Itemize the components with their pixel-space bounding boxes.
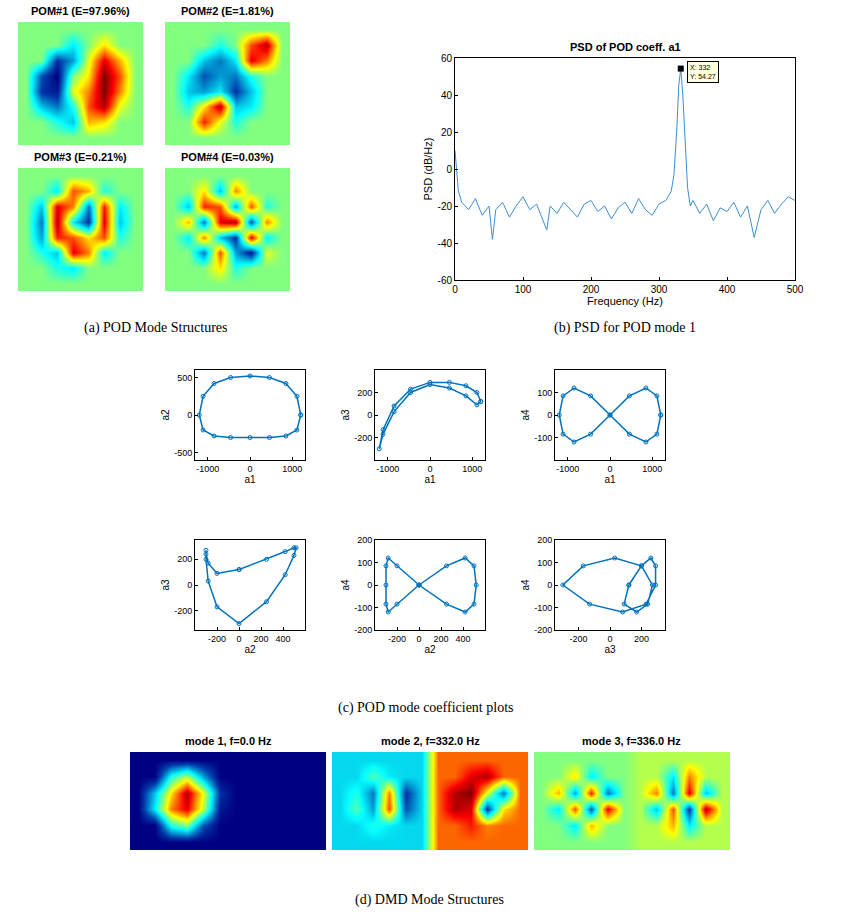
svg-text:-200: -200 [570,634,588,644]
svg-text:POM#4 (E=0.03%): POM#4 (E=0.03%) [181,151,274,163]
svg-text:100: 100 [537,388,552,398]
svg-text:400: 400 [275,634,290,644]
svg-text:1000: 1000 [462,464,482,474]
svg-text:1000: 1000 [282,464,302,474]
svg-text:a3: a3 [340,409,351,421]
svg-text:200: 200 [357,388,372,398]
svg-text:200: 200 [634,634,649,644]
svg-text:mode 2, f=332.0 Hz: mode 2, f=332.0 Hz [381,735,480,747]
svg-text:Frequency (Hz): Frequency (Hz) [587,295,663,307]
svg-text:-200: -200 [354,433,372,443]
svg-text:0: 0 [187,410,192,420]
svg-text:200: 200 [537,535,552,545]
svg-text:a2: a2 [424,644,436,655]
svg-text:(c) POD mode coefficient plots: (c) POD mode coefficient plots [338,700,513,716]
svg-text:200: 200 [357,535,372,545]
svg-text:0: 0 [367,580,372,590]
svg-text:200: 200 [433,634,448,644]
svg-text:-500: -500 [174,448,192,458]
svg-text:mode 1, f=0.0 Hz: mode 1, f=0.0 Hz [185,735,272,747]
svg-text:a1: a1 [604,474,616,485]
svg-text:-1000: -1000 [556,464,579,474]
svg-text:-200: -200 [174,606,192,616]
svg-text:100: 100 [515,284,532,295]
svg-text:-40: -40 [438,238,453,249]
svg-text:POM#3 (E=0.21%): POM#3 (E=0.21%) [34,151,127,163]
svg-text:0: 0 [446,164,452,175]
svg-text:0: 0 [187,580,192,590]
svg-text:0: 0 [547,580,552,590]
svg-text:0: 0 [247,464,252,474]
svg-text:60: 60 [441,53,453,64]
svg-text:0: 0 [452,284,458,295]
svg-text:-100: -100 [534,603,552,613]
svg-text:-100: -100 [534,433,552,443]
svg-text:a1: a1 [424,474,436,485]
svg-text:-60: -60 [438,275,453,286]
svg-text:200: 200 [253,634,268,644]
svg-text:-200: -200 [208,634,226,644]
svg-text:500: 500 [177,373,192,383]
svg-text:-200: -200 [388,634,406,644]
svg-text:-200: -200 [354,625,372,635]
svg-text:a3: a3 [160,579,171,591]
svg-text:-200: -200 [534,625,552,635]
svg-text:POM#1 (E=97.96%): POM#1 (E=97.96%) [31,5,130,17]
svg-text:mode 3, f=336.0 Hz: mode 3, f=336.0 Hz [582,735,681,747]
svg-text:a2: a2 [160,409,171,421]
svg-text:400: 400 [719,284,736,295]
svg-text:PSD (dB/Hz): PSD (dB/Hz) [422,138,434,201]
svg-text:(a) POD Mode Structures: (a) POD Mode Structures [84,320,227,336]
svg-text:0: 0 [427,464,432,474]
svg-text:POM#2 (E=1.81%): POM#2 (E=1.81%) [181,5,274,17]
svg-text:0: 0 [607,464,612,474]
svg-text:-20: -20 [438,201,453,212]
svg-text:a2: a2 [244,644,256,655]
svg-text:(d) DMD Mode Structures: (d) DMD Mode Structures [355,892,504,908]
svg-text:PSD of POD coeff. a1: PSD of POD coeff. a1 [570,41,681,53]
svg-text:X: 332Y: 54.27: X: 332Y: 54.27 [690,64,716,80]
svg-text:400: 400 [455,634,470,644]
svg-text:100: 100 [537,558,552,568]
svg-text:a4: a4 [340,579,351,591]
svg-text:-100: -100 [354,603,372,613]
svg-text:0: 0 [367,410,372,420]
svg-text:-1000: -1000 [196,464,219,474]
svg-text:(b) PSD for POD mode 1: (b) PSD for POD mode 1 [554,320,696,336]
svg-text:100: 100 [357,558,372,568]
svg-text:300: 300 [651,284,668,295]
svg-text:500: 500 [787,284,804,295]
svg-text:a4: a4 [520,579,531,591]
svg-text:a1: a1 [244,474,256,485]
svg-text:20: 20 [441,127,453,138]
svg-text:a3: a3 [604,644,616,655]
svg-text:200: 200 [177,554,192,564]
svg-text:1000: 1000 [642,464,662,474]
svg-text:0: 0 [236,634,241,644]
svg-text:a4: a4 [520,409,531,421]
svg-text:0: 0 [416,634,421,644]
svg-text:40: 40 [441,90,453,101]
svg-text:0: 0 [607,634,612,644]
svg-text:0: 0 [547,410,552,420]
svg-text:-1000: -1000 [376,464,399,474]
svg-text:200: 200 [583,284,600,295]
